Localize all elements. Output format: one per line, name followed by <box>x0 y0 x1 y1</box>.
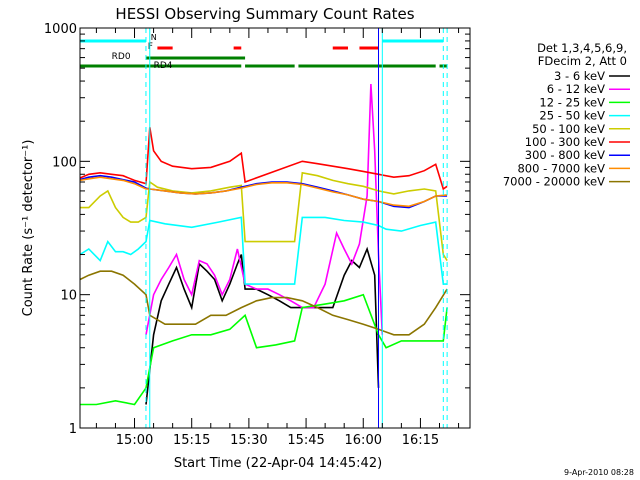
y-tick-label: 100 <box>52 155 77 170</box>
x-axis: 15:00 15:15 15:30 15:45 16:00 16:15 <box>95 28 460 448</box>
x-tick-label: 15:15 <box>173 433 210 448</box>
legend-label: 6 - 12 keV <box>547 82 605 96</box>
series-12-25-kev <box>80 293 448 406</box>
y-axis-label: Count Rate (s⁻¹ detector⁻¹) <box>21 140 36 317</box>
flag-bars: NF RD0 RD4 <box>80 33 448 71</box>
legend-label: 7000 - 20000 keV <box>503 175 605 189</box>
y-tick-label: 1000 <box>44 22 77 37</box>
timestamp: 9-Apr-2010 08:28 <box>564 468 634 477</box>
flag-label-rd4: RD4 <box>154 61 173 71</box>
plot-area <box>79 83 448 406</box>
flag-label-rd0: RD0 <box>112 52 131 62</box>
series-100-300-kev <box>79 127 448 191</box>
flag-label-n: N <box>151 33 157 42</box>
legend-label: 12 - 25 keV <box>539 95 605 109</box>
y-axis: 1 10 100 1000 <box>44 22 470 437</box>
x-tick-label: 16:15 <box>402 433 439 448</box>
legend-label: 50 - 100 keV <box>532 122 605 136</box>
y-tick-label: 10 <box>60 289 77 304</box>
x-tick-label: 15:45 <box>287 433 324 448</box>
legend-label: 25 - 50 keV <box>539 109 605 123</box>
legend-label: 100 - 300 keV <box>525 135 605 149</box>
series-800-7000-kev <box>79 176 448 208</box>
legend-label: 3 - 6 keV <box>554 69 605 83</box>
legend: Det 1,3,4,5,6,9,FDecim 2, Att 03 - 6 keV… <box>503 41 630 189</box>
event-lines <box>145 28 448 428</box>
legend-header: FDecim 2, Att 0 <box>538 54 627 68</box>
x-tick-label: 15:00 <box>116 433 153 448</box>
plot-frame <box>79 27 471 429</box>
series-25-50-kev <box>79 216 448 285</box>
series-6-12-kev <box>145 83 384 335</box>
x-tick-label: 16:00 <box>345 433 382 448</box>
x-tick-label: 15:30 <box>230 433 267 448</box>
legend-header: Det 1,3,4,5,6,9, <box>537 41 627 55</box>
y-tick-label: 1 <box>69 422 77 437</box>
series-7000-20000-kev <box>79 270 448 336</box>
series-3-6-kev <box>145 246 380 405</box>
legend-label: 300 - 800 keV <box>525 148 605 162</box>
x-axis-label: Start Time (22-Apr-04 14:45:42) <box>174 456 382 471</box>
chart-title: HESSI Observing Summary Count Rates <box>115 5 414 23</box>
legend-label: 800 - 7000 keV <box>517 161 605 175</box>
series-50-100-kev <box>80 171 448 262</box>
flag-label-f: F <box>148 42 153 52</box>
